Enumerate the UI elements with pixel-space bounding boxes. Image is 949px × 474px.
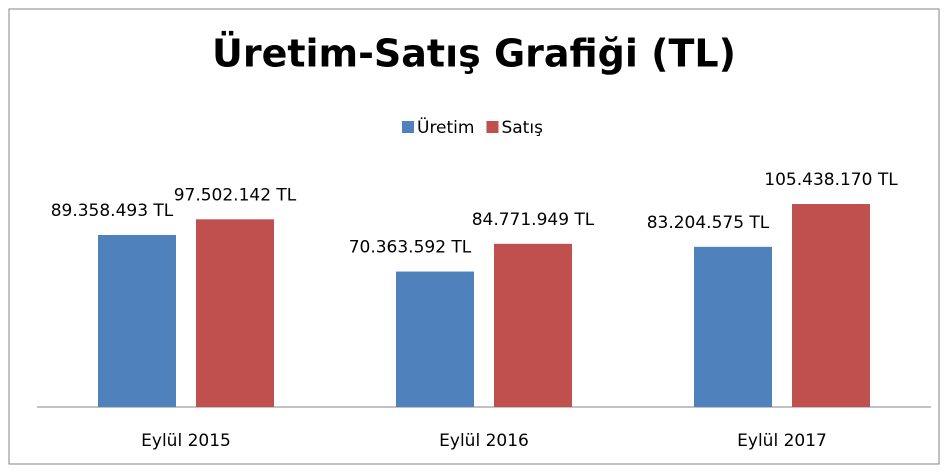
bar	[792, 204, 870, 407]
bar	[396, 271, 474, 407]
bar	[494, 243, 572, 407]
data-label: 70.363.592 TL	[349, 238, 472, 258]
legend-swatch	[486, 121, 499, 133]
legend-swatch	[402, 121, 414, 133]
bar	[196, 219, 274, 407]
data-label: 105.438.170 TL	[764, 170, 898, 190]
x-tick-label: Eylül 2016	[439, 431, 529, 451]
data-label: 89.358.493 TL	[51, 201, 174, 221]
data-label: 83.204.575 TL	[647, 213, 770, 233]
legend-label: Satış	[501, 118, 543, 138]
bar	[694, 246, 772, 407]
data-label: 84.771.949 TL	[472, 210, 595, 230]
data-label: 97.502.142 TL	[174, 185, 297, 205]
legend-label: Üretim	[417, 116, 474, 138]
bar	[98, 234, 176, 407]
x-tick-label: Eylül 2017	[737, 431, 827, 451]
x-tick-label: Eylül 2015	[141, 431, 231, 451]
chart-title: Üretim-Satış Grafiği (TL)	[212, 32, 736, 76]
